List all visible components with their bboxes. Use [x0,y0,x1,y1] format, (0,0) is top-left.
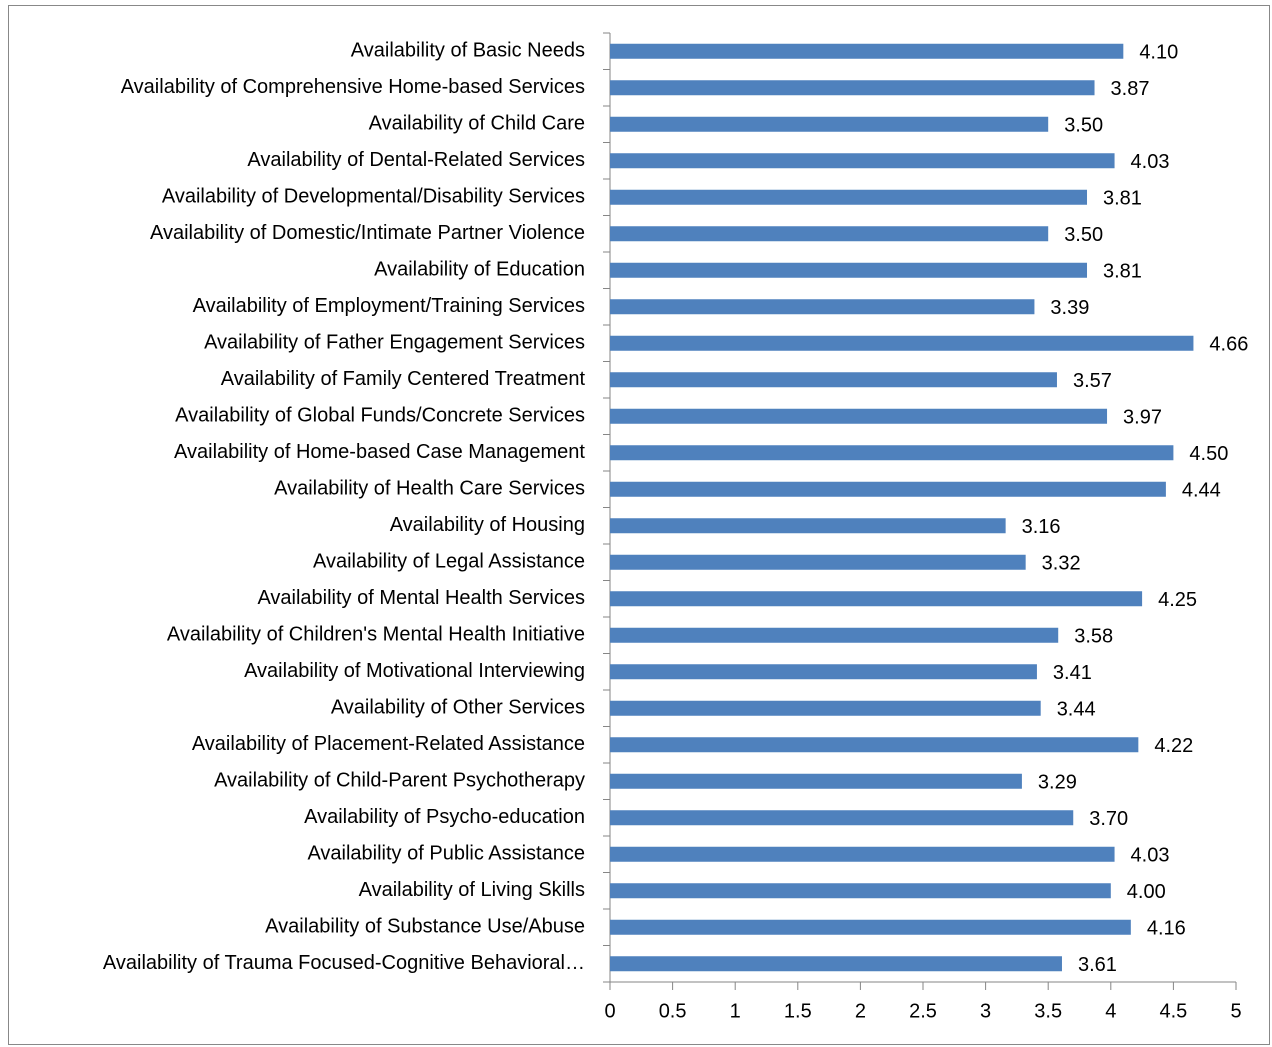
data-label: 3.57 [1073,370,1112,392]
y-tick-label: Availability of Education [374,259,585,281]
bar [610,153,1115,169]
bar [610,737,1139,753]
y-tick-label: Availability of Placement-Related Assist… [192,733,585,755]
x-tick-label: 0.5 [659,1000,687,1022]
x-tick-label: 4 [1105,1000,1116,1022]
data-label: 4.16 [1147,918,1186,940]
y-tick-label: Availability of Comprehensive Home-based… [121,76,585,98]
data-label: 4.00 [1127,881,1166,903]
data-label: 3.29 [1038,772,1077,794]
bar [610,700,1041,716]
data-label: 4.03 [1131,151,1170,173]
y-tick-label: Availability of Employment/Training Serv… [193,295,585,317]
bar [610,372,1057,388]
bar [610,846,1115,862]
bar [610,773,1022,789]
data-label: 4.22 [1154,735,1193,757]
y-tick-label: Availability of Global Funds/Concrete Se… [175,405,585,427]
y-tick-label: Availability of Developmental/Disability… [162,186,585,208]
x-tick-label: 1.5 [784,1000,812,1022]
data-label: 3.32 [1042,553,1081,575]
bar [610,262,1088,278]
bar [610,335,1194,351]
y-tick-label: Availability of Trauma Focused-Cognitive… [103,952,585,974]
data-label: 3.50 [1064,115,1103,137]
bar [610,664,1037,680]
data-label: 3.61 [1078,954,1117,976]
x-tick-label: 0 [604,1000,615,1022]
bar [610,956,1062,972]
y-tick-label: Availability of Child Care [369,113,585,135]
bar [610,591,1143,607]
bar [610,883,1111,899]
y-tick-label: Availability of Housing [390,514,585,536]
x-tick-label: 1 [730,1000,741,1022]
data-label: 4.10 [1139,42,1178,64]
bar [610,43,1124,59]
data-label: 3.81 [1103,261,1142,283]
y-tick-label: Availability of Father Engagement Servic… [204,332,585,354]
bar [610,189,1088,205]
chart-border [8,5,1270,1045]
data-label: 3.87 [1111,78,1150,100]
y-tick-label: Availability of Public Assistance [307,843,585,865]
data-label: 4.66 [1209,334,1248,356]
data-label: 3.58 [1074,626,1113,648]
bar [610,554,1026,570]
x-tick-label: 2.5 [909,1000,937,1022]
bar [610,445,1174,461]
y-tick-label: Availability of Family Centered Treatmen… [221,368,586,390]
bar [610,518,1006,534]
data-label: 4.50 [1189,443,1228,465]
data-label: 3.44 [1057,699,1096,721]
x-tick-label: 3 [980,1000,991,1022]
bar [610,116,1049,132]
bar [610,80,1095,96]
y-tick-label: Availability of Psycho-education [304,806,585,828]
data-label: 4.44 [1182,480,1221,502]
x-tick-label: 5 [1230,1000,1241,1022]
y-tick-label: Availability of Motivational Interviewin… [244,660,585,682]
data-label: 3.39 [1050,297,1089,319]
y-tick-label: Availability of Substance Use/Abuse [265,916,585,938]
data-label: 3.41 [1053,662,1092,684]
y-tick-label: Availability of Dental-Related Services [247,149,585,171]
y-tick-label: Availability of Living Skills [359,879,585,901]
bar [610,810,1074,826]
data-label: 4.25 [1158,589,1197,611]
data-label: 3.81 [1103,188,1142,210]
y-tick-label: Availability of Child-Parent Psychothera… [214,770,585,792]
x-tick-label: 4.5 [1159,1000,1187,1022]
y-tick-label: Availability of Health Care Services [274,478,585,500]
y-tick-label: Availability of Other Services [331,697,585,719]
y-tick-label: Availability of Domestic/Intimate Partne… [150,222,585,244]
bar [610,226,1049,242]
y-tick-label: Availability of Mental Health Services [257,587,585,609]
y-tick-label: Availability of Home-based Case Manageme… [174,441,585,463]
bar [610,481,1166,497]
data-label: 4.03 [1131,845,1170,867]
y-tick-label: Availability of Basic Needs [351,40,585,62]
data-label: 3.97 [1123,407,1162,429]
data-label: 3.50 [1064,224,1103,246]
x-tick-label: 3.5 [1034,1000,1062,1022]
y-tick-label: Availability of Children's Mental Health… [167,624,585,646]
bar [610,299,1035,315]
bar [610,408,1108,424]
y-tick-label: Availability of Legal Assistance [313,551,585,573]
data-label: 3.70 [1089,808,1128,830]
data-label: 3.16 [1022,516,1061,538]
x-tick-label: 2 [855,1000,866,1022]
bar [610,627,1059,643]
bar [610,919,1131,935]
